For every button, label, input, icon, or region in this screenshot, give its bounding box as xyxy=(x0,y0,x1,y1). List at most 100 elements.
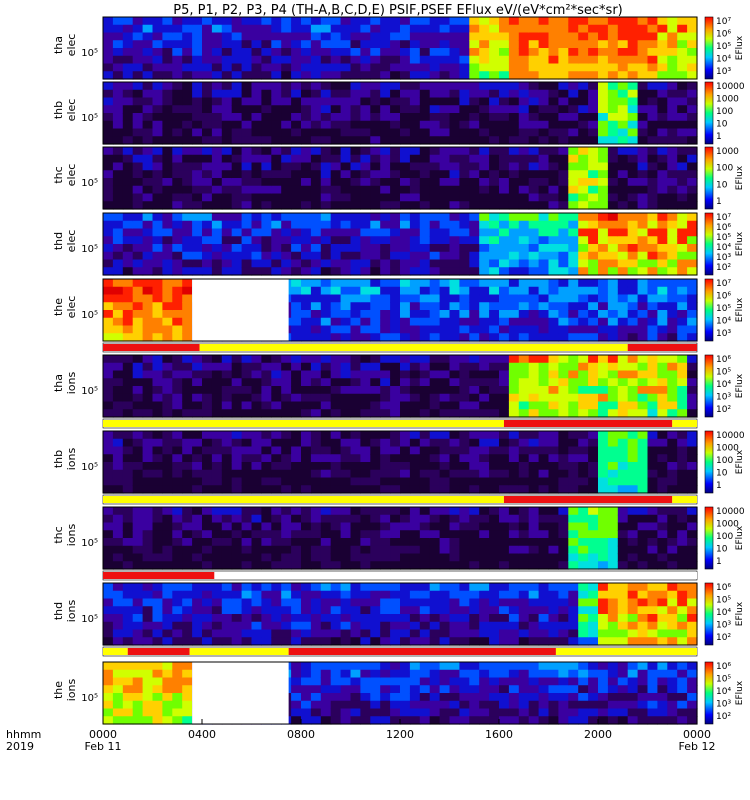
heatmap-cell xyxy=(617,244,629,253)
heatmap-cell xyxy=(281,147,292,156)
heatmap-cell xyxy=(459,286,470,296)
heatmap-cell xyxy=(122,17,134,26)
heatmap-cell xyxy=(152,561,163,570)
heatmap-cell xyxy=(657,662,668,671)
heatmap-cell xyxy=(677,201,688,210)
heatmap-cell xyxy=(449,193,460,202)
heatmap-cell xyxy=(380,32,391,41)
heatmap-cell xyxy=(528,716,540,725)
heatmap-cell xyxy=(627,201,639,210)
heatmap-cell xyxy=(469,228,480,237)
heatmap-cell xyxy=(489,606,500,615)
heatmap-cell xyxy=(281,154,292,164)
heatmap-cell xyxy=(588,561,599,570)
heatmap-cell xyxy=(350,485,361,494)
heatmap-cell xyxy=(429,113,441,122)
heatmap-cell xyxy=(439,614,451,623)
heatmap-cell xyxy=(489,170,500,179)
heatmap-cell xyxy=(479,178,490,187)
heatmap-cell xyxy=(211,469,223,479)
heatmap-cell xyxy=(439,637,451,646)
heatmap-cell xyxy=(221,583,233,592)
heatmap-cell xyxy=(499,251,510,261)
heatmap-cell xyxy=(687,583,698,592)
heatmap-cell xyxy=(370,71,381,80)
heatmap-cell xyxy=(271,17,282,26)
y-tick-label: 10⁵ xyxy=(81,48,98,59)
heatmap-cell xyxy=(588,716,599,725)
heatmap-cell xyxy=(241,113,253,122)
heatmap-cell xyxy=(103,355,114,364)
heatmap-cell xyxy=(647,708,658,717)
heatmap-cell xyxy=(400,355,411,364)
heatmap-cell xyxy=(637,162,649,171)
heatmap-cell xyxy=(172,583,183,592)
heatmap-cell xyxy=(152,259,163,268)
heatmap-cell xyxy=(687,469,698,479)
heatmap-cell xyxy=(449,530,460,539)
heatmap-cell xyxy=(310,63,322,72)
heatmap-cell xyxy=(687,32,698,41)
heatmap-cell xyxy=(320,97,332,106)
heatmap-cell xyxy=(548,128,559,137)
heatmap-cell xyxy=(439,193,451,202)
heatmap-cell xyxy=(360,317,371,327)
heatmap-cell xyxy=(627,228,639,237)
heatmap-cell xyxy=(588,685,599,694)
heatmap-cell xyxy=(667,136,678,145)
heatmap-cell xyxy=(548,193,559,202)
heatmap-cell xyxy=(499,362,510,372)
heatmap-cell xyxy=(320,462,332,471)
heatmap-cell xyxy=(320,147,332,156)
heatmap-cell xyxy=(687,462,698,471)
heatmap-cell xyxy=(192,228,203,237)
heatmap-cell xyxy=(340,236,352,245)
heatmap-cell xyxy=(538,469,550,479)
heatmap-cell xyxy=(528,185,540,195)
heatmap-cell xyxy=(350,514,361,524)
heatmap-cell xyxy=(588,97,599,106)
heatmap-cell xyxy=(211,97,223,106)
heatmap-cell xyxy=(291,147,302,156)
heatmap-cell xyxy=(409,24,421,34)
heatmap-cell xyxy=(301,370,312,379)
heatmap-cell xyxy=(439,55,451,65)
heatmap-cell xyxy=(103,553,114,562)
heatmap-cell xyxy=(350,333,361,342)
panel-probe-label: tha xyxy=(52,374,65,392)
heatmap-cell xyxy=(499,401,510,410)
heatmap-cell xyxy=(202,113,213,122)
heatmap-cell xyxy=(330,162,342,171)
heatmap-cell xyxy=(320,693,332,702)
heatmap-cell xyxy=(419,355,431,364)
heatmap-cell xyxy=(409,446,421,455)
heatmap-cell xyxy=(340,393,352,403)
heatmap-cell xyxy=(261,48,272,57)
heatmap-cell xyxy=(211,393,223,403)
heatmap-cell xyxy=(479,438,490,448)
heatmap-cell xyxy=(499,267,510,276)
heatmap-cell xyxy=(558,325,569,334)
heatmap-cell xyxy=(607,302,619,311)
y-tick-label: 10⁵ xyxy=(81,462,98,473)
heatmap-cell xyxy=(301,185,312,195)
heatmap-cell xyxy=(647,136,658,145)
heatmap-cell xyxy=(439,716,451,725)
heatmap-cell xyxy=(687,302,698,311)
heatmap-cell xyxy=(261,431,272,440)
heatmap-cell xyxy=(499,409,510,418)
heatmap-cell xyxy=(142,438,154,448)
heatmap-cell xyxy=(499,294,510,303)
heatmap-cell xyxy=(330,522,342,531)
heatmap-cell xyxy=(479,97,490,106)
heatmap-cell xyxy=(617,236,629,245)
heatmap-cell xyxy=(687,17,698,26)
heatmap-cell xyxy=(617,454,629,463)
heatmap-cell xyxy=(301,598,312,607)
heatmap-cell xyxy=(419,507,431,516)
heatmap-cell xyxy=(202,147,213,156)
heatmap-cell xyxy=(647,583,658,592)
heatmap-cell xyxy=(538,17,550,26)
heatmap-cell xyxy=(607,401,619,410)
heatmap-cell xyxy=(142,677,154,686)
